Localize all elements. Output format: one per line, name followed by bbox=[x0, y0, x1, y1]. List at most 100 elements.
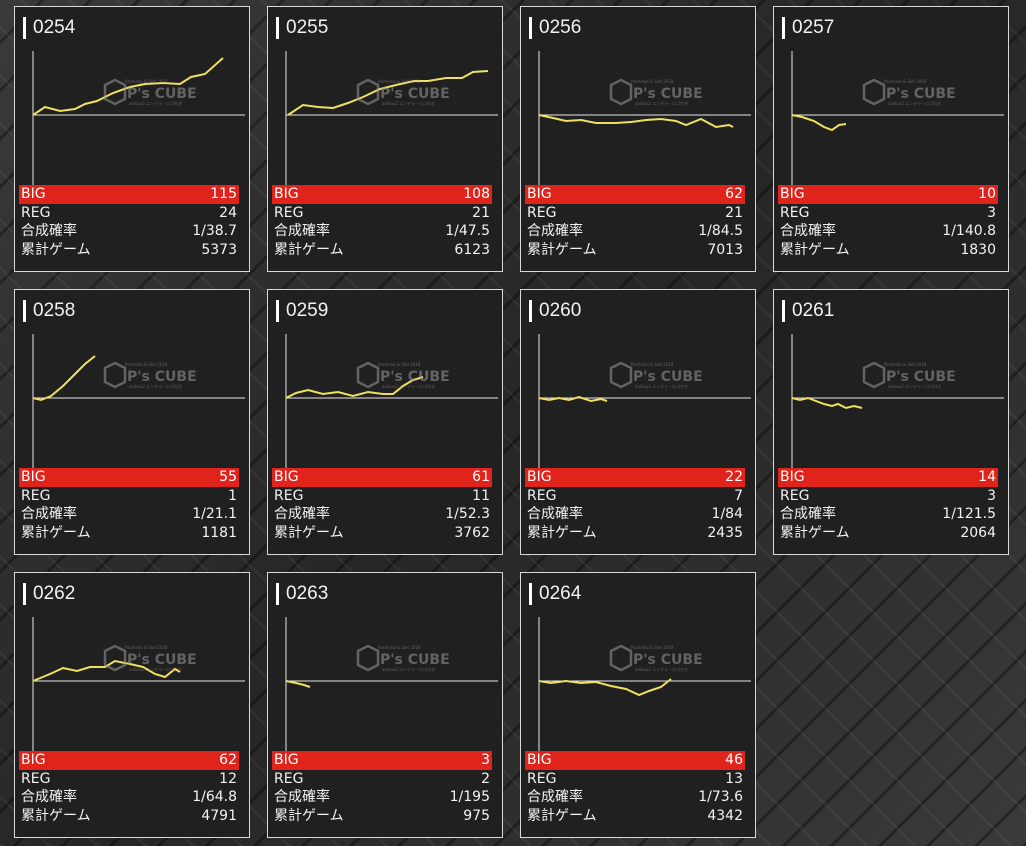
stat-label: REG bbox=[21, 487, 51, 504]
svg-text:Pachinko & Slot 2018: Pachinko & Slot 2018 bbox=[884, 79, 927, 84]
total-games-row: 累計ゲーム 4342 bbox=[525, 807, 745, 826]
stat-value: 62 bbox=[219, 752, 237, 768]
stat-label: BIG bbox=[21, 752, 46, 768]
stat-label: 累計ゲーム bbox=[780, 241, 850, 258]
svg-text:anikou2 エンデラ・ロゴ付き: anikou2 エンデラ・ロゴ付き bbox=[635, 666, 688, 672]
stat-label: 累計ゲーム bbox=[527, 524, 597, 541]
stat-value: 6123 bbox=[454, 241, 490, 258]
stat-value: 2 bbox=[481, 770, 490, 787]
svg-text:P's CUBE: P's CUBE bbox=[127, 86, 197, 102]
stat-label: 累計ゲーム bbox=[780, 524, 850, 541]
reg-count-row: REG 2 bbox=[272, 770, 492, 789]
machine-number: 0261 bbox=[792, 300, 835, 321]
stat-value: 2064 bbox=[960, 524, 996, 541]
slump-graph bbox=[538, 334, 751, 468]
stat-label: 合成確率 bbox=[780, 506, 836, 522]
svg-text:P's CUBE: P's CUBE bbox=[380, 369, 450, 385]
machine-number: 0263 bbox=[286, 583, 329, 604]
stat-label: REG bbox=[274, 487, 304, 504]
total-games-row: 累計ゲーム 1830 bbox=[778, 241, 998, 260]
total-games-row: 累計ゲーム 975 bbox=[272, 807, 492, 826]
stat-value: 975 bbox=[463, 807, 490, 824]
machine-card[interactable]: 0257 Pachinko & Slot 2018 P's CUBE anikou2 … bbox=[773, 6, 1009, 272]
machine-stats: BIG 22 REG 7 合成確率 1/84 累計ゲーム 2435 bbox=[525, 468, 745, 542]
stat-value: 61 bbox=[472, 469, 490, 485]
machine-card[interactable]: 0255 Pachinko & Slot 2018 P's CUBE anikou2 … bbox=[267, 6, 503, 272]
machine-card[interactable]: 0262 Pachinko & Slot 2018 P's CUBE anikou2 … bbox=[14, 572, 250, 838]
stat-value: 1/195 bbox=[449, 789, 490, 805]
stat-value: 12 bbox=[219, 770, 237, 787]
svg-text:anikou2 エンデラ・ロゴ付き: anikou2 エンデラ・ロゴ付き bbox=[382, 100, 435, 106]
stat-label: 合成確率 bbox=[21, 506, 77, 522]
machine-number: 0257 bbox=[792, 17, 835, 38]
machine-card[interactable]: 0256 Pachinko & Slot 2018 P's CUBE anikou2 … bbox=[520, 6, 756, 272]
cube-logo-icon bbox=[103, 79, 127, 106]
stat-label: 累計ゲーム bbox=[274, 524, 344, 541]
big-count-row: BIG 108 bbox=[272, 185, 492, 204]
svg-text:P's CUBE: P's CUBE bbox=[886, 369, 956, 385]
machine-card[interactable]: 0259 Pachinko & Slot 2018 P's CUBE anikou2 … bbox=[267, 289, 503, 555]
machine-number: 0259 bbox=[286, 300, 329, 321]
slump-line bbox=[285, 680, 311, 688]
cube-logo-icon bbox=[609, 79, 633, 106]
stat-label: 累計ゲーム bbox=[527, 807, 597, 824]
stat-label: 合成確率 bbox=[274, 789, 330, 805]
svg-text:anikou2 エンデラ・ロゴ付き: anikou2 エンデラ・ロゴ付き bbox=[888, 383, 941, 389]
big-count-row: BIG 14 bbox=[778, 468, 998, 487]
total-games-row: 累計ゲーム 1181 bbox=[19, 524, 239, 543]
svg-text:P's CUBE: P's CUBE bbox=[886, 86, 956, 102]
stat-label: BIG bbox=[527, 469, 552, 485]
stat-value: 1/64.8 bbox=[192, 789, 237, 805]
reg-count-row: REG 11 bbox=[272, 487, 492, 506]
stat-label: 合成確率 bbox=[780, 223, 836, 239]
total-games-row: 累計ゲーム 6123 bbox=[272, 241, 492, 260]
machine-card[interactable]: 0254 Pachinko & Slot 2018 P's CUBE anikou2 … bbox=[14, 6, 250, 272]
svg-text:anikou2 エンデラ・ロゴ付き: anikou2 エンデラ・ロゴ付き bbox=[888, 100, 941, 106]
big-count-row: BIG 61 bbox=[272, 468, 492, 487]
stat-value: 46 bbox=[725, 752, 743, 768]
big-count-row: BIG 55 bbox=[19, 468, 239, 487]
stat-label: REG bbox=[527, 204, 557, 221]
machine-card[interactable]: 0264 Pachinko & Slot 2018 P's CUBE anikou2 … bbox=[520, 572, 756, 838]
machine-stats: BIG 62 REG 12 合成確率 1/64.8 累計ゲーム 4791 bbox=[19, 751, 239, 825]
machine-card[interactable]: 0263 Pachinko & Slot 2018 P's CUBE anikou2 … bbox=[267, 572, 503, 838]
slump-graph bbox=[538, 617, 751, 751]
svg-text:anikou2 エンデラ・ロゴ付き: anikou2 エンデラ・ロゴ付き bbox=[635, 100, 688, 106]
svg-text:anikou2 エンデラ・ロゴ付き: anikou2 エンデラ・ロゴ付き bbox=[129, 383, 182, 389]
machine-number: 0256 bbox=[539, 17, 582, 38]
machine-card[interactable]: 0258 Pachinko & Slot 2018 P's CUBE anikou2 … bbox=[14, 289, 250, 555]
combined-rate-row: 合成確率 1/47.5 bbox=[272, 222, 492, 241]
svg-text:P's CUBE: P's CUBE bbox=[633, 86, 703, 102]
stat-value: 1 bbox=[228, 487, 237, 504]
slump-line bbox=[32, 57, 224, 116]
svg-text:Pachinko & Slot 2018: Pachinko & Slot 2018 bbox=[125, 79, 168, 84]
stat-value: 1/121.5 bbox=[942, 506, 996, 522]
stat-value: 7 bbox=[734, 487, 743, 504]
combined-rate-row: 合成確率 1/195 bbox=[272, 788, 492, 807]
cube-logo-icon bbox=[862, 362, 886, 389]
svg-text:Pachinko & Slot 2018: Pachinko & Slot 2018 bbox=[631, 645, 674, 650]
stat-label: 合成確率 bbox=[527, 789, 583, 805]
stat-value: 55 bbox=[219, 469, 237, 485]
stat-value: 21 bbox=[472, 204, 490, 221]
slump-line bbox=[538, 114, 734, 129]
reg-count-row: REG 3 bbox=[778, 204, 998, 223]
combined-rate-row: 合成確率 1/38.7 bbox=[19, 222, 239, 241]
title-marker bbox=[23, 300, 26, 322]
title-marker bbox=[23, 583, 26, 605]
machine-card[interactable]: 0261 Pachinko & Slot 2018 P's CUBE anikou2 … bbox=[773, 289, 1009, 555]
machine-stats: BIG 61 REG 11 合成確率 1/52.3 累計ゲーム 3762 bbox=[272, 468, 492, 542]
combined-rate-row: 合成確率 1/84.5 bbox=[525, 222, 745, 241]
slump-line bbox=[791, 396, 863, 410]
machine-card[interactable]: 0260 Pachinko & Slot 2018 P's CUBE anikou2 … bbox=[520, 289, 756, 555]
big-count-row: BIG 10 bbox=[778, 185, 998, 204]
big-count-row: BIG 62 bbox=[19, 751, 239, 770]
svg-text:Pachinko & Slot 2018: Pachinko & Slot 2018 bbox=[884, 362, 927, 367]
stat-value: 13 bbox=[725, 770, 743, 787]
cube-logo-icon bbox=[609, 645, 633, 672]
